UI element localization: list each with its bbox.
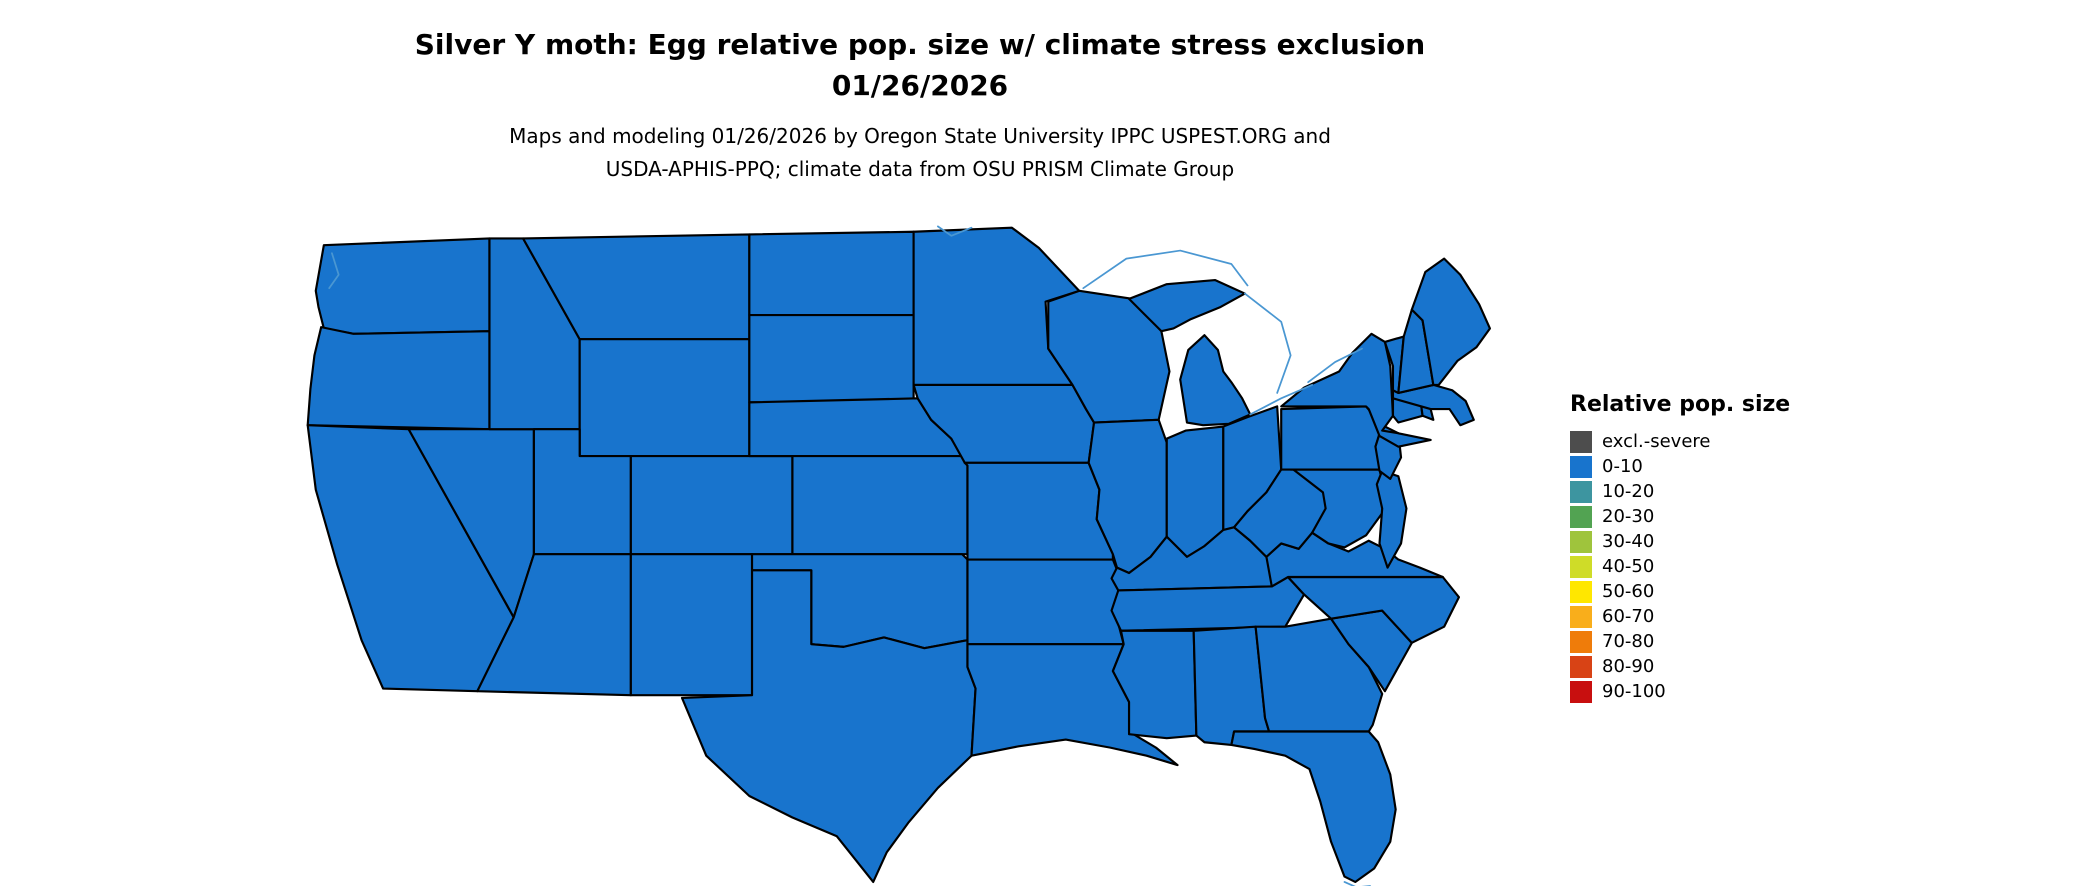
map-legend: Relative pop. size excl.-severe 0-10 10-… — [1570, 392, 1870, 704]
state-washington — [314, 237, 491, 335]
legend-label: excl.-severe — [1602, 431, 1711, 452]
state-north-dakota — [748, 230, 915, 317]
legend-label: 30-40 — [1602, 531, 1655, 552]
us-states-map — [306, 225, 1491, 886]
figure-subtitle: Maps and modeling 01/26/2026 by Oregon S… — [320, 120, 1520, 186]
legend-label: 10-20 — [1602, 481, 1655, 502]
legend-swatch-50-60 — [1570, 580, 1592, 603]
state-wyoming — [578, 338, 751, 458]
legend-row: 10-20 — [1570, 479, 1870, 504]
water-outline-layer — [328, 225, 1371, 886]
state-michigan-lower — [1179, 334, 1252, 427]
state-oregon — [306, 326, 491, 431]
state-north-carolina — [1286, 575, 1461, 644]
state-new-mexico — [629, 553, 754, 697]
delmarva-peninsula — [1375, 469, 1408, 569]
legend-label: 20-30 — [1602, 506, 1655, 527]
legend-swatch-0-10 — [1570, 455, 1592, 478]
legend-row: 50-60 — [1570, 579, 1870, 604]
legend-row: 40-50 — [1570, 554, 1870, 579]
legend-row: 70-80 — [1570, 629, 1870, 654]
lake-ontario-shore — [1307, 347, 1363, 384]
lake-huron-shore — [1243, 292, 1292, 394]
legend-swatch-40-50 — [1570, 555, 1592, 578]
legend-label: 0-10 — [1602, 456, 1643, 477]
legend-label: 50-60 — [1602, 581, 1655, 602]
state-texas — [680, 569, 977, 884]
puget-sound-shore — [328, 252, 340, 290]
legend-swatch-90-100 — [1570, 680, 1592, 703]
legend-label: 60-70 — [1602, 606, 1655, 627]
legend-row: 60-70 — [1570, 604, 1870, 629]
legend-label: 90-100 — [1602, 681, 1666, 702]
legend-title: Relative pop. size — [1570, 392, 1791, 417]
legend-label: 80-90 — [1602, 656, 1655, 677]
state-florida — [1230, 730, 1397, 884]
state-michigan-upper — [1127, 279, 1246, 333]
figure-title-line2: 01/26/2026 — [831, 69, 1009, 102]
states-fill-layer — [306, 226, 1491, 884]
state-arkansas — [966, 558, 1125, 646]
state-maine — [1410, 257, 1491, 386]
figure-title-line1: Silver Y moth: Egg relative pop. size w/… — [414, 28, 1426, 61]
legend-row: excl.-severe — [1570, 429, 1870, 454]
legend-row: 80-90 — [1570, 654, 1870, 679]
states-stroke-layer — [306, 226, 1491, 884]
figure-subtitle-line1: Maps and modeling 01/26/2026 by Oregon S… — [509, 124, 1331, 148]
state-arizona — [476, 553, 632, 697]
legend-swatch-30-40 — [1570, 530, 1592, 553]
figure-header: Silver Y moth: Egg relative pop. size w/… — [320, 24, 1520, 186]
legend-label: 40-50 — [1602, 556, 1655, 577]
state-south-dakota — [748, 313, 915, 404]
legend-row: 90-100 — [1570, 679, 1870, 704]
legend-row: 20-30 — [1570, 504, 1870, 529]
florida-keys — [1343, 881, 1371, 886]
legend-swatch-60-70 — [1570, 605, 1592, 628]
legend-swatch-10-20 — [1570, 480, 1592, 503]
legend-row: 30-40 — [1570, 529, 1870, 554]
legend-label: 70-80 — [1602, 631, 1655, 652]
lake-erie-shore — [1249, 384, 1314, 416]
state-missouri — [963, 461, 1114, 561]
legend-swatch-20-30 — [1570, 505, 1592, 528]
state-colorado — [629, 455, 794, 556]
figure-subtitle-line2: USDA-APHIS-PPQ; climate data from OSU PR… — [605, 157, 1235, 181]
state-kansas — [791, 455, 969, 556]
state-new-york — [1280, 332, 1432, 448]
legend-row: 0-10 — [1570, 454, 1870, 479]
lake-of-the-woods-shore — [936, 225, 973, 237]
lake-superior-shore — [1082, 249, 1249, 290]
legend-swatch-70-80 — [1570, 630, 1592, 653]
legend-swatch-excl-severe — [1570, 430, 1592, 453]
legend-swatch-80-90 — [1570, 655, 1592, 678]
